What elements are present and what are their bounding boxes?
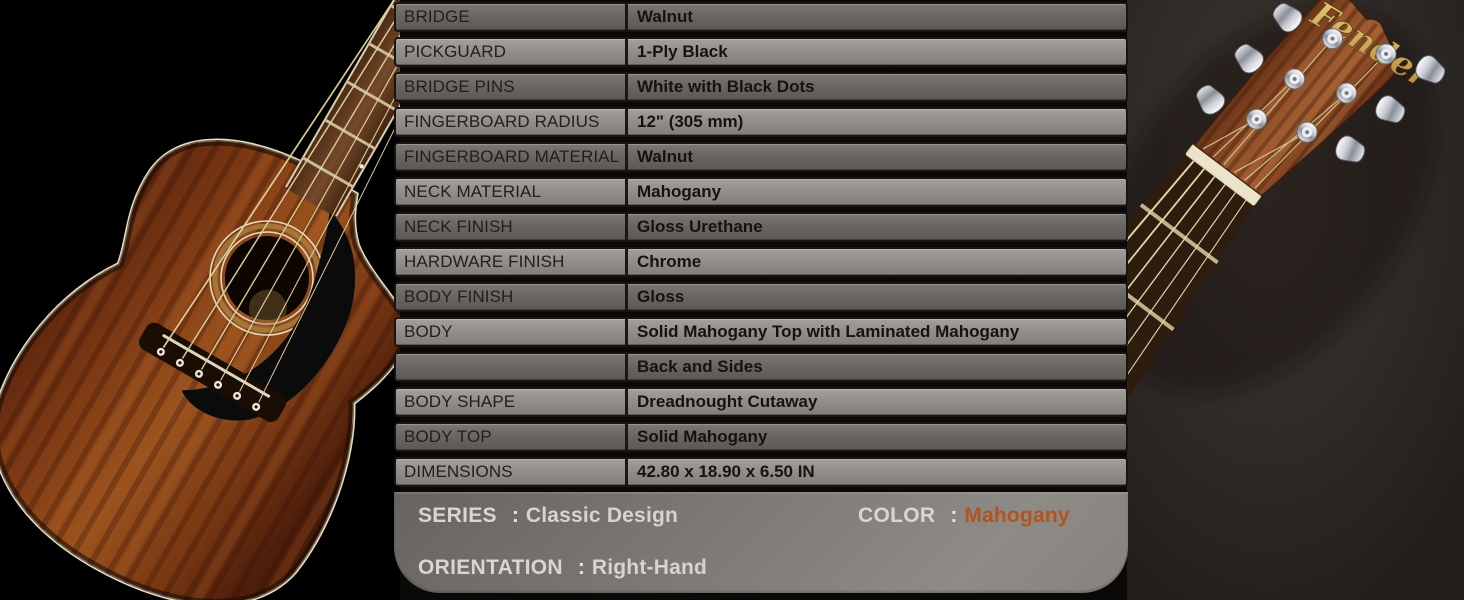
orientation-value: Right-Hand [591, 556, 708, 579]
headstock-fretboard [1127, 153, 1255, 483]
spec-value: Chrome [625, 249, 1126, 275]
spec-label: BRIDGE PINS [404, 77, 515, 96]
spec-row: BODY Solid Mahogany Top with Laminated M… [394, 317, 1128, 347]
spec-table: BRIDGE Walnut PICKGUARD 1-Ply Black BRID… [394, 0, 1128, 487]
headstock [1193, 0, 1399, 197]
spec-label: HARDWARE FINISH [404, 252, 565, 271]
spec-row: HARDWARE FINISH Chrome [394, 247, 1128, 277]
spec-label: BODY TOP [404, 427, 492, 446]
spec-value: Dreadnought Cutaway [625, 389, 1126, 415]
spec-panel: BRIDGE Walnut PICKGUARD 1-Ply Black BRID… [394, 0, 1128, 593]
headstock-photo: Fender [1127, 0, 1464, 600]
spec-label: BRIDGE [404, 7, 470, 26]
spec-row: FINGERBOARD RADIUS 12" (305 mm) [394, 107, 1128, 137]
soundhole-label [248, 289, 287, 328]
spec-label: DIMENSIONS [404, 462, 513, 481]
spec-label: FINGERBOARD RADIUS [404, 112, 600, 131]
strings [162, 0, 400, 403]
bridge [139, 322, 286, 423]
spec-row: Back and Sides [394, 352, 1128, 382]
series-value: Classic Design [525, 504, 679, 527]
guitar-body-photo [0, 0, 400, 600]
spec-row: BRIDGE Walnut [394, 2, 1128, 32]
saddle [162, 334, 271, 398]
orientation-group: ORIENTATION: Right-Hand [418, 556, 707, 580]
color-value: Mahogany [964, 504, 1070, 527]
spec-label: PICKGUARD [404, 42, 506, 61]
spec-label: BODY FINISH [404, 287, 514, 306]
spec-value: Back and Sides [625, 354, 1126, 380]
color-group: COLOR: Mahogany [858, 504, 1070, 528]
spec-value: White with Black Dots [625, 74, 1126, 100]
spec-label: FINGERBOARD MATERIAL [404, 147, 620, 166]
spec-label: NECK FINISH [404, 217, 513, 236]
spec-value: 12" (305 mm) [625, 109, 1126, 135]
spec-value: Solid Mahogany [625, 424, 1126, 450]
color-label: COLOR [858, 504, 936, 527]
bridge-pins [156, 347, 261, 411]
spec-value: Gloss [625, 284, 1126, 310]
summary-panel: SERIES: Classic Design COLOR: Mahogany ORI… [394, 492, 1128, 593]
pickguard [180, 208, 356, 422]
spec-row: PICKGUARD 1-Ply Black [394, 37, 1128, 67]
tuner-posts [1246, 28, 1397, 143]
spec-row: FINGERBOARD MATERIAL Walnut [394, 142, 1128, 172]
series-group: SERIES: Classic Design [418, 504, 678, 528]
spec-value: 42.80 x 18.90 x 6.50 IN [625, 459, 1126, 485]
spec-value: Mahogany [625, 179, 1126, 205]
headstock-strings-lower [1127, 157, 1249, 473]
spec-row: BODY FINISH Gloss [394, 282, 1128, 312]
spec-label: BODY SHAPE [404, 392, 516, 411]
spec-row: NECK FINISH Gloss Urethane [394, 212, 1128, 242]
spec-value: Walnut [625, 4, 1126, 30]
spec-value: Gloss Urethane [625, 214, 1126, 240]
orientation-label: ORIENTATION [418, 556, 563, 579]
spec-row: NECK MATERIAL Mahogany [394, 177, 1128, 207]
spec-row: BRIDGE PINS White with Black Dots [394, 72, 1128, 102]
spec-row: DIMENSIONS 42.80 x 18.90 x 6.50 IN [394, 457, 1128, 487]
spec-label: BODY [404, 322, 453, 341]
spec-value: Solid Mahogany Top with Laminated Mahoga… [625, 319, 1126, 345]
spec-value: 1-Ply Black [625, 39, 1126, 65]
spec-row: BODY TOP Solid Mahogany [394, 422, 1128, 452]
spec-label [396, 354, 625, 380]
orientation-colon: : [577, 556, 585, 579]
spec-row: BODY SHAPE Dreadnought Cutaway [394, 387, 1128, 417]
series-label: SERIES [418, 504, 497, 527]
spec-value: Walnut [625, 144, 1126, 170]
spec-label: NECK MATERIAL [404, 182, 542, 201]
series-colon: : [511, 504, 519, 527]
color-colon: : [950, 504, 958, 527]
